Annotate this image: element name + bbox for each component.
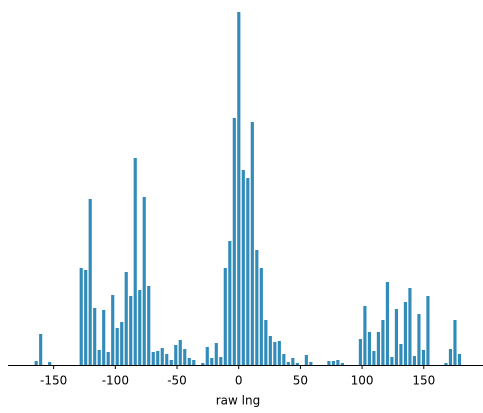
bar (165, 354, 169, 365)
bar (129, 296, 133, 365)
x-axis-label: raw lng (216, 394, 260, 408)
bar (358, 339, 362, 365)
bar (34, 361, 38, 365)
bar (174, 345, 178, 365)
bar (376, 332, 380, 365)
bar (453, 320, 457, 365)
x-tick-label: 0 (235, 374, 243, 388)
bar (138, 290, 142, 365)
bar (444, 363, 448, 365)
bar (381, 320, 385, 365)
bar (201, 363, 205, 365)
bar (295, 363, 299, 365)
bar (448, 349, 453, 365)
bar (282, 354, 286, 365)
bar (232, 118, 236, 365)
bar (277, 341, 281, 365)
bar (79, 268, 83, 365)
x-tick-label: 100 (351, 374, 374, 388)
bar (390, 357, 394, 365)
bar (187, 358, 191, 365)
bar (372, 351, 376, 365)
bar (169, 360, 173, 365)
bar (48, 362, 52, 365)
bar (183, 349, 187, 365)
bar (286, 362, 290, 365)
bar (214, 343, 218, 365)
bar (237, 12, 241, 365)
bar (219, 357, 223, 365)
bar (223, 268, 227, 365)
bar (394, 309, 398, 365)
bar (97, 350, 101, 365)
bar (457, 354, 462, 365)
bar (268, 336, 272, 365)
bar (93, 308, 97, 365)
bar (246, 178, 250, 365)
bar (417, 314, 421, 365)
bar (363, 306, 367, 365)
bar (259, 268, 263, 365)
bar (327, 361, 331, 365)
x-tick-label: -50 (167, 374, 187, 388)
bar (273, 342, 277, 365)
bar (403, 302, 408, 365)
bar (151, 352, 155, 365)
bar (142, 197, 146, 365)
bar (133, 158, 137, 365)
bar (84, 270, 88, 365)
bar (160, 348, 164, 365)
x-tick-label: 150 (412, 374, 435, 388)
bar (228, 241, 232, 365)
bar (426, 296, 430, 365)
bar (412, 356, 417, 365)
bar (115, 328, 119, 365)
bar (385, 282, 389, 365)
x-tick-label: -100 (102, 374, 129, 388)
bar (421, 350, 426, 365)
bar (291, 358, 295, 365)
bar (408, 288, 412, 365)
bar (241, 170, 245, 365)
bar (88, 199, 92, 365)
bar (106, 352, 110, 365)
bar (147, 286, 151, 365)
x-tick-label: -150 (40, 374, 67, 388)
bar (111, 295, 115, 365)
x-tick-label: 50 (293, 374, 308, 388)
bar (309, 362, 313, 365)
bar (264, 320, 268, 365)
bar (367, 332, 371, 365)
bar (178, 340, 182, 365)
bar (102, 310, 106, 365)
bar (399, 344, 403, 365)
bar (210, 358, 214, 365)
bar (340, 363, 344, 365)
bar (192, 360, 196, 365)
bar (124, 272, 128, 365)
bar (39, 334, 43, 365)
bar (205, 347, 209, 365)
bar (250, 122, 254, 365)
bar (304, 355, 308, 365)
bar (120, 322, 124, 365)
bar (336, 360, 340, 365)
bar (331, 361, 335, 365)
bar (156, 351, 160, 365)
bar (255, 250, 259, 365)
